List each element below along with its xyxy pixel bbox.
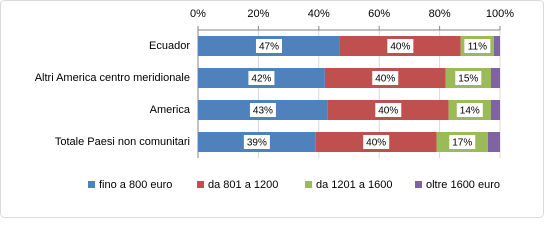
data-label: 39% [247, 138, 267, 149]
data-label: 40% [375, 74, 395, 85]
y-tick-label: America [150, 104, 191, 116]
data-label: 17% [452, 138, 472, 149]
bar-segment [487, 132, 500, 152]
legend-label: fino a 800 euro [99, 179, 172, 191]
data-label-box [363, 135, 390, 149]
data-label: 42% [251, 74, 271, 85]
data-label: 11% [468, 42, 487, 53]
bar-segment [490, 68, 500, 88]
data-label: 40% [366, 138, 386, 149]
chart: 0% 20% 40% 60% 80% 100% Ecuador 47% 40% 11% Altri … [0, 0, 544, 218]
y-tick-label: Ecuador [149, 40, 190, 52]
data-label: 43% [253, 106, 273, 117]
data-label-box [387, 39, 414, 53]
data-label-box [456, 103, 483, 117]
bar-segment [493, 36, 500, 56]
legend-swatch [305, 181, 312, 188]
legend-swatch [88, 181, 95, 188]
data-label: 14% [460, 106, 480, 117]
x-tick-label: 60% [368, 8, 390, 20]
data-label-box [455, 71, 482, 85]
x-tick-label: 40% [308, 8, 330, 20]
legend-label: oltre 1600 euro [426, 179, 500, 191]
legend-swatch [415, 181, 422, 188]
data-label: 47% [259, 42, 279, 53]
y-tick-label: Altri America centro meridionale [35, 72, 190, 84]
y-tick-label: Totale Paesi non comunitari [55, 136, 190, 148]
data-label-box [449, 135, 476, 149]
x-tick-label: 100% [486, 8, 514, 20]
data-label: 15% [458, 74, 478, 85]
legend-label: da 801 a 1200 [208, 179, 278, 191]
data-label-box [464, 39, 491, 53]
x-tick-label: 80% [429, 8, 451, 20]
data-label-box [248, 71, 275, 85]
bar-segment [490, 100, 500, 120]
data-label-box [243, 135, 270, 149]
data-label: 40% [378, 106, 398, 117]
x-tick-label: 20% [247, 8, 269, 20]
data-label-box [372, 71, 399, 85]
legend-swatch [197, 181, 204, 188]
data-label: 40% [390, 42, 410, 53]
legend-label: da 1201 a 1600 [316, 179, 392, 191]
data-label-box [375, 103, 402, 117]
x-tick-label: 0% [190, 8, 206, 20]
data-label-box [255, 39, 282, 53]
data-label-box [249, 103, 276, 117]
